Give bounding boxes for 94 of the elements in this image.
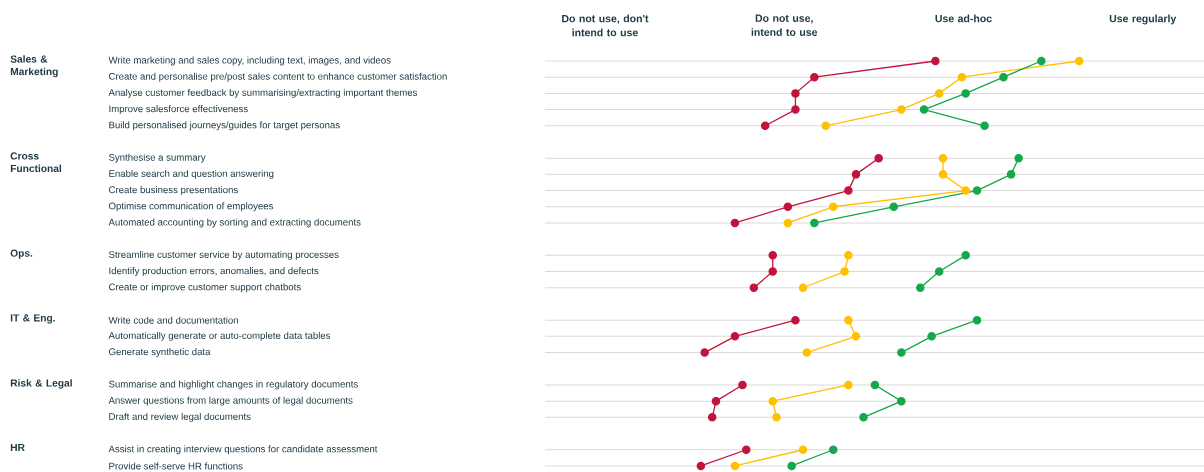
- point: [870, 380, 880, 390]
- y-tick-label: Answer questions from large amounts of legal documents: [108, 396, 353, 406]
- point: [730, 461, 740, 471]
- y-tick-label: Create or improve customer support chatbots: [109, 283, 301, 293]
- point: [730, 218, 740, 228]
- text: Do not use, intend to use: [751, 14, 818, 36]
- point: [791, 315, 800, 325]
- point: [844, 315, 853, 325]
- point: [859, 413, 868, 422]
- point: [934, 267, 944, 276]
- point: [897, 396, 906, 406]
- point: [738, 380, 747, 390]
- point: [821, 121, 830, 131]
- point: [783, 218, 793, 228]
- y-tick-label: Analyse customer feedback by summarising/extracting important themes: [108, 88, 418, 98]
- point: [844, 251, 853, 260]
- y-tick-label: Synthesise a summary: [108, 153, 206, 163]
- point: [916, 283, 925, 293]
- y-tick-label: Generate synthetic data: [109, 348, 211, 358]
- point: [957, 72, 967, 82]
- point: [897, 348, 906, 357]
- y-tick-label: Create and personalise pre/post sales content to enhance customer satisfaction: [109, 72, 447, 82]
- point: [829, 202, 838, 212]
- point: [810, 72, 819, 82]
- point: [851, 170, 861, 179]
- y-tick-label: Write marketing and sales copy, including text, images, and videos: [108, 56, 391, 66]
- point: [851, 332, 861, 341]
- y-tick-label: Assist in creating interview questions for candidate assessment: [108, 445, 378, 455]
- point: [972, 315, 982, 325]
- point: [1037, 56, 1046, 66]
- point: [787, 461, 796, 471]
- point: [889, 202, 899, 212]
- text: Do not use, don't intend to use: [562, 14, 649, 37]
- point: [931, 56, 940, 66]
- y-tick-label: Enable search and question answering: [109, 169, 274, 179]
- y-tick-label: Provide self-serve HR functions: [109, 462, 243, 470]
- point: [783, 202, 793, 212]
- point: [772, 413, 781, 422]
- y-tick-label: Create business presentations: [109, 186, 238, 196]
- point: [696, 461, 706, 471]
- point: [829, 445, 838, 454]
- point: [844, 380, 853, 390]
- point: [802, 348, 812, 357]
- text: Ops.: [10, 249, 33, 259]
- point: [961, 186, 970, 195]
- text: HR: [10, 443, 25, 451]
- y-tick-label: Improve salesforce effectiveness: [109, 105, 248, 115]
- point: [840, 267, 849, 276]
- point: [798, 283, 808, 293]
- point: [961, 89, 970, 98]
- point: [768, 267, 777, 276]
- text: Cross Functional: [10, 152, 62, 173]
- y-tick-label: Automatically generate or auto-complete data tables: [108, 331, 331, 341]
- point: [707, 413, 717, 422]
- point: [919, 105, 929, 114]
- point: [961, 251, 970, 260]
- point: [1014, 153, 1023, 163]
- point: [711, 396, 721, 406]
- y-tick-label: Streamline customer service by automating processes: [108, 250, 339, 260]
- point: [768, 396, 777, 406]
- text: Sales & Marketing: [10, 55, 58, 78]
- text: Use regularly: [1109, 14, 1177, 25]
- point: [934, 89, 944, 98]
- point: [730, 332, 740, 341]
- point: [810, 218, 819, 228]
- point: [938, 153, 948, 163]
- text: IT & Eng.: [10, 314, 55, 324]
- y-tick-label: Draft and review legal documents: [109, 412, 251, 422]
- y-tick-label: Identify production errors, anomalies, and defects: [109, 267, 319, 277]
- point: [927, 332, 936, 341]
- y-tick-label: Build personalised journeys/guides for target personas: [109, 121, 340, 131]
- point: [980, 121, 989, 131]
- text: Use ad-hoc: [935, 14, 992, 23]
- point: [874, 153, 883, 163]
- point: [999, 72, 1008, 82]
- text: Risk & Legal: [10, 379, 72, 389]
- point: [798, 445, 808, 454]
- y-tick-label: Optimise communication of employees: [108, 202, 274, 212]
- point: [760, 121, 770, 131]
- y-tick-label: Summarise and highlight changes in regulatory documents: [108, 380, 358, 390]
- point: [700, 348, 709, 357]
- point: [972, 186, 982, 195]
- point: [768, 251, 777, 260]
- point: [742, 445, 751, 454]
- point: [938, 170, 948, 179]
- y-tick-label: Automated accounting by sorting and extracting documents: [108, 218, 361, 228]
- y-tick-label: Write code and documentation: [108, 316, 238, 324]
- point: [791, 89, 800, 98]
- point: [897, 105, 906, 114]
- point: [844, 186, 853, 195]
- point: [749, 283, 759, 293]
- point: [791, 105, 800, 114]
- point: [1006, 170, 1016, 179]
- point: [1074, 56, 1084, 66]
